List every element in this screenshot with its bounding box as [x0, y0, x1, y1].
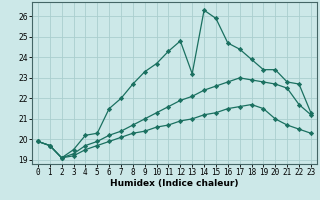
X-axis label: Humidex (Indice chaleur): Humidex (Indice chaleur): [110, 179, 239, 188]
